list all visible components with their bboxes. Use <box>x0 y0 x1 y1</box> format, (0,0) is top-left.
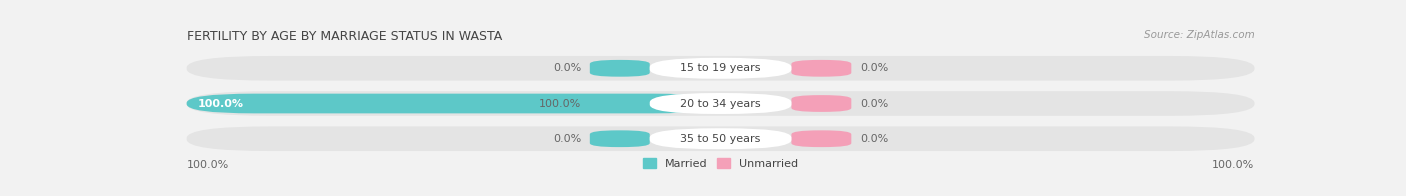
FancyBboxPatch shape <box>792 95 852 112</box>
Text: 0.0%: 0.0% <box>553 63 581 73</box>
Text: 100.0%: 100.0% <box>538 99 581 109</box>
Text: 15 to 19 years: 15 to 19 years <box>681 63 761 73</box>
Text: FERTILITY BY AGE BY MARRIAGE STATUS IN WASTA: FERTILITY BY AGE BY MARRIAGE STATUS IN W… <box>187 30 502 43</box>
FancyBboxPatch shape <box>591 95 650 112</box>
Text: 0.0%: 0.0% <box>860 134 889 144</box>
FancyBboxPatch shape <box>187 94 721 113</box>
Text: 0.0%: 0.0% <box>860 99 889 109</box>
Text: 0.0%: 0.0% <box>860 63 889 73</box>
Legend: Married, Unmarried: Married, Unmarried <box>643 158 799 169</box>
Text: 0.0%: 0.0% <box>553 134 581 144</box>
Text: 20 to 34 years: 20 to 34 years <box>681 99 761 109</box>
FancyBboxPatch shape <box>650 128 792 149</box>
FancyBboxPatch shape <box>187 126 1254 151</box>
FancyBboxPatch shape <box>792 60 852 77</box>
FancyBboxPatch shape <box>650 93 792 114</box>
FancyBboxPatch shape <box>187 56 1254 81</box>
Text: 100.0%: 100.0% <box>197 99 243 109</box>
Text: Source: ZipAtlas.com: Source: ZipAtlas.com <box>1143 30 1254 40</box>
FancyBboxPatch shape <box>591 60 650 77</box>
Text: 100.0%: 100.0% <box>1212 160 1254 170</box>
FancyBboxPatch shape <box>792 130 852 147</box>
FancyBboxPatch shape <box>650 58 792 79</box>
Text: 100.0%: 100.0% <box>187 160 229 170</box>
FancyBboxPatch shape <box>187 91 1254 116</box>
Text: 35 to 50 years: 35 to 50 years <box>681 134 761 144</box>
FancyBboxPatch shape <box>591 130 650 147</box>
